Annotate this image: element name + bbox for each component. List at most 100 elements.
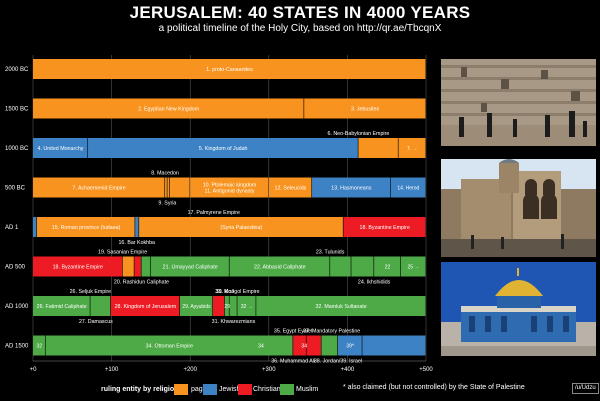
timeline-bar-pagan <box>33 177 165 198</box>
timeline-bar-christian <box>343 217 426 237</box>
timeline-bar-muslim <box>229 296 237 316</box>
timeline-bar-jewish <box>312 177 391 198</box>
row-label: 1000 BC <box>5 146 29 152</box>
x-tick-label: +300 <box>262 367 276 373</box>
timeline-bar-pagan <box>33 98 304 119</box>
timeline-bar-muslim <box>224 296 229 316</box>
dome-of-the-rock-photo <box>441 262 596 356</box>
legend-swatch-jewish <box>203 384 217 395</box>
annotation-label: 24. Ikhshidids <box>358 280 391 286</box>
annotation-label: 26. Seljuk Empire <box>70 289 112 295</box>
bar-label: 12. Seleucids <box>275 186 307 192</box>
timeline-bar-muslim <box>237 296 256 316</box>
timeline-bar-muslim <box>141 256 151 277</box>
western-wall-photo <box>441 59 596 146</box>
bar-label: 18. Byzantine Empire <box>360 225 410 231</box>
bar-label: 5. Kingdom of Judah <box>199 146 248 152</box>
timeline-bar-christian <box>33 256 123 277</box>
annotation-label: 20. Rashidun Caliphate <box>114 280 169 286</box>
footnote: * also claimed (but not controlled) by t… <box>343 384 525 391</box>
bar-label: 22 <box>385 265 391 271</box>
bar-label: 4. United Monarchy <box>38 146 84 152</box>
timeline-bar-muslim <box>351 256 374 277</box>
row-label: 1500 BC <box>5 107 29 113</box>
timeline-bar-pagan <box>190 177 269 198</box>
bar-label: 7. → <box>407 146 418 152</box>
timeline-bar-jewish <box>88 138 358 158</box>
timeline-bar-christian <box>212 296 225 316</box>
legend: ruling entity by religion: pagan Jewish … <box>0 382 600 398</box>
x-tick-label: +100 <box>105 367 119 373</box>
row-label: 500 BC <box>5 186 26 192</box>
annotation-label: 19. Sasanian Empire <box>98 250 147 256</box>
bar-label: 32. Mamluk Sultanate <box>315 304 366 310</box>
timeline-bar-muslim <box>229 256 330 277</box>
timeline-bar-muslim <box>321 335 338 356</box>
timeline-bar-pagan <box>165 177 167 198</box>
timeline-bar-pagan <box>169 177 190 198</box>
credit: /u/Udzu <box>572 383 599 394</box>
annotation-label: 36. Muhammad Ali <box>271 359 315 365</box>
timeline-bar-pagan <box>304 98 426 119</box>
timeline-bar-muslim <box>179 296 213 316</box>
bar-label: 34 <box>258 344 264 350</box>
bar-label: 34. Ottoman Empire <box>146 344 193 350</box>
timeline-bar-pagan <box>167 177 170 198</box>
annotation-label: 9. Syria <box>158 201 176 207</box>
legend-swatch-pagan <box>174 384 188 395</box>
timeline-bar-muslim <box>374 256 401 277</box>
legend-item-muslim: Muslim <box>296 386 319 393</box>
row-label: AD 1500 <box>5 344 29 350</box>
timeline-bar-pagan <box>36 217 135 237</box>
page-subtitle: a political timeline of the Holy City, b… <box>158 23 442 34</box>
row-label: 2000 BC <box>5 67 29 73</box>
timeline-bar-jewish <box>390 177 426 198</box>
bar-label: 11. Antigonid dynasty <box>205 189 255 195</box>
bar-label: 34 <box>301 344 307 350</box>
timeline-bar-pagan <box>33 59 426 79</box>
row-label: AD 1 <box>5 225 19 231</box>
timeline-chart: +0 +100 +200 +300 +400 +500 2000 BC 1. proto-Ca… <box>5 55 433 373</box>
timeline-bar-muslim <box>256 296 426 316</box>
timeline-bar-pagan <box>398 138 426 158</box>
annotation-label: 6. Neo-Babylonian Empire <box>327 131 389 137</box>
bar-label: 32 → <box>241 304 253 310</box>
timeline-bar-muslim <box>33 296 90 316</box>
page-title: JERUSALEM: 40 STATES IN 4000 YEARS <box>129 3 471 22</box>
bar-label: 39* <box>346 344 354 350</box>
timeline-bar-jewish <box>362 335 426 356</box>
timeline-bar-jewish <box>33 138 88 158</box>
bar-label: (Syria Palaestina) <box>220 225 262 231</box>
annotation-label: 17. Palmyrene Empire <box>188 210 240 216</box>
annotation-label: 35. Egypt Eyalet <box>274 329 313 335</box>
bar-label: 29. Ayyubids <box>182 304 211 310</box>
bar-label: 1. proto-Canaanites <box>206 67 253 73</box>
bar-label: 15. Roman province (Iudaea) <box>52 225 121 231</box>
timeline-bar-muslim <box>330 256 351 277</box>
timeline-bar-muslim <box>90 296 111 316</box>
row-label: AD 1000 <box>5 304 29 310</box>
bar-label: 7. Achaemenid Empire <box>72 186 125 192</box>
annotation-label: 23. Tulunids <box>316 250 345 256</box>
annotation-label: 8. Macedon <box>151 171 179 177</box>
timeline-bar-muslim <box>150 256 229 277</box>
annotation-label: 38. Jordan/39. Israel <box>314 359 362 365</box>
annotation-label: 30. KoJ <box>216 289 234 295</box>
timeline-bar-jewish <box>33 217 37 237</box>
legend-label: ruling entity by religion: <box>101 386 181 393</box>
timeline-bar-muslim <box>33 335 45 356</box>
timeline-bar-pagan <box>268 177 312 198</box>
legend-item-pagan: pagan <box>191 386 211 393</box>
annotation-label: 37. Mandatory Palestine <box>303 329 360 335</box>
timeline-bar-pagan <box>139 217 343 237</box>
timeline-bar-pagan <box>358 138 398 158</box>
legend-item-jewish: Jewish <box>219 386 241 393</box>
timeline-bar-christian <box>134 256 141 277</box>
x-tick-label: +0 <box>30 367 38 373</box>
bar-label: 2. Egyptian New Kingdom <box>138 107 200 113</box>
church-photo <box>441 159 596 257</box>
bar-label: 18. Byzantine Empire <box>53 265 103 271</box>
x-tick-label: +400 <box>341 367 355 373</box>
legend-swatch-muslim <box>280 384 294 395</box>
x-tick-label: +500 <box>419 367 433 373</box>
